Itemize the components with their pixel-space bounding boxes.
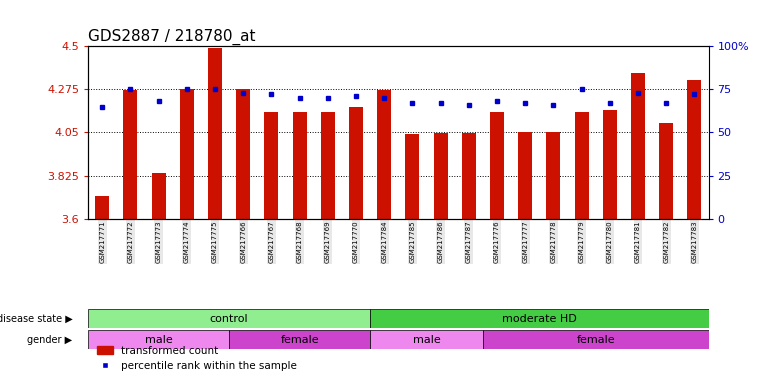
Bar <box>95 196 110 219</box>
Bar <box>631 73 645 219</box>
Bar <box>88 330 229 349</box>
Bar <box>180 89 194 219</box>
Text: male: male <box>145 335 172 345</box>
Text: male: male <box>413 335 440 345</box>
Text: gender ▶: gender ▶ <box>28 335 73 345</box>
Bar <box>660 123 673 219</box>
Bar <box>229 330 370 349</box>
Bar <box>208 48 222 219</box>
Text: control: control <box>210 314 248 324</box>
Text: GDS2887 / 218780_at: GDS2887 / 218780_at <box>88 28 256 45</box>
Text: female: female <box>280 335 319 345</box>
Bar <box>462 133 476 219</box>
Bar <box>370 309 709 328</box>
Text: disease state ▶: disease state ▶ <box>0 314 73 324</box>
Bar <box>123 90 137 219</box>
Bar <box>603 110 617 219</box>
Bar <box>152 173 165 219</box>
Text: female: female <box>577 335 615 345</box>
Bar <box>321 112 335 219</box>
Bar <box>687 79 702 219</box>
Legend: transformed count, percentile rank within the sample: transformed count, percentile rank withi… <box>93 341 302 375</box>
Bar <box>546 131 561 219</box>
Bar <box>349 106 363 219</box>
Bar <box>370 330 483 349</box>
Text: moderate HD: moderate HD <box>502 314 577 324</box>
Bar <box>236 89 250 219</box>
Bar <box>377 90 391 219</box>
Bar <box>405 134 420 219</box>
Bar <box>293 112 306 219</box>
Bar <box>434 133 447 219</box>
Bar <box>518 131 532 219</box>
Bar <box>88 309 370 328</box>
Bar <box>490 112 504 219</box>
Bar <box>264 112 279 219</box>
Bar <box>483 330 709 349</box>
Bar <box>574 112 589 219</box>
